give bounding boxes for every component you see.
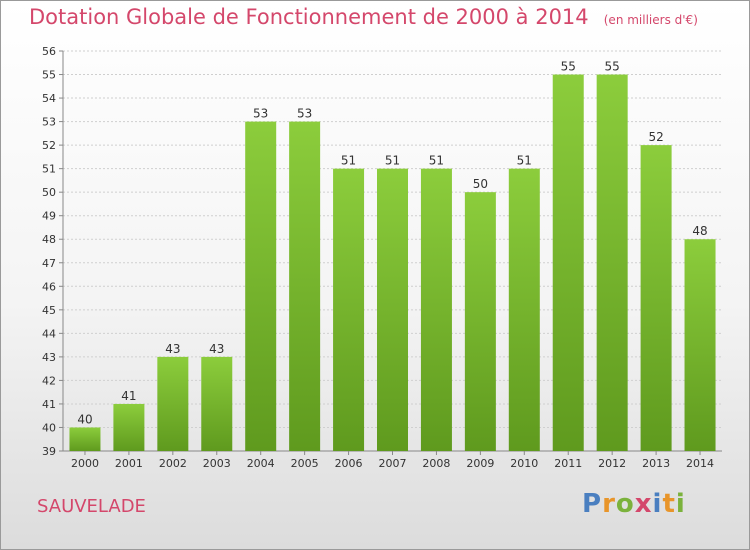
bars	[69, 74, 716, 452]
y-tick-label: 52	[42, 139, 56, 152]
y-tick-label: 56	[42, 45, 56, 58]
x-tick-label: 2011	[554, 457, 582, 470]
bar	[464, 192, 496, 452]
y-tick-label: 42	[42, 374, 56, 387]
commune-name: SAUVELADE	[37, 496, 146, 517]
y-tick-label: 53	[42, 116, 56, 129]
y-tick-label: 41	[42, 398, 56, 411]
data-label: 48	[692, 224, 707, 238]
bar	[596, 74, 628, 451]
proxiti-logo: Proxiti	[582, 489, 686, 519]
y-tick-label: 50	[42, 186, 56, 199]
bar	[377, 168, 408, 451]
bar	[289, 121, 321, 452]
x-tick-label: 2005	[291, 457, 319, 470]
data-label: 43	[209, 342, 224, 356]
data-label: 51	[341, 154, 356, 168]
chart-unit: (en milliers d'€)	[603, 13, 698, 27]
bar	[157, 356, 189, 451]
data-label: 51	[429, 154, 444, 168]
y-tick-label: 55	[42, 69, 56, 82]
data-label: 40	[77, 412, 92, 426]
x-tick-label: 2001	[115, 457, 143, 470]
y-tick-label: 40	[42, 421, 56, 434]
bar	[245, 121, 277, 452]
x-tick-label: 2004	[247, 457, 275, 470]
data-label: 53	[253, 107, 268, 121]
y-tick-label: 45	[42, 304, 56, 317]
bar	[333, 168, 365, 451]
bar	[113, 403, 145, 451]
x-tick-label: 2007	[379, 457, 407, 470]
bar	[69, 427, 101, 451]
data-label: 41	[121, 389, 136, 403]
data-label: 51	[517, 154, 532, 168]
y-tick-label: 46	[42, 280, 56, 293]
data-label: 55	[605, 60, 620, 74]
x-tick-label: 2010	[510, 457, 538, 470]
bar	[640, 145, 672, 451]
x-tick-label: 2009	[466, 457, 494, 470]
data-label: 43	[165, 342, 180, 356]
y-tick-label: 54	[42, 92, 56, 105]
x-tick-label: 2014	[686, 457, 714, 470]
x-tick-label: 2003	[203, 457, 231, 470]
x-tick-label: 2000	[71, 457, 99, 470]
x-tick-label: 2013	[642, 457, 670, 470]
x-tick-label: 2008	[422, 457, 450, 470]
data-label: 52	[648, 130, 663, 144]
y-tick-label: 47	[42, 257, 56, 270]
x-tick-label: 2012	[598, 457, 626, 470]
x-tick-label: 2006	[335, 457, 363, 470]
data-label: 55	[561, 60, 576, 74]
data-label: 50	[473, 177, 488, 191]
data-label: 51	[385, 154, 400, 168]
bar	[508, 168, 540, 451]
y-tick-label: 51	[42, 163, 56, 176]
y-tick-label: 49	[42, 210, 56, 223]
y-tick-label: 44	[42, 327, 56, 340]
bar	[684, 239, 716, 451]
data-label: 53	[297, 107, 312, 121]
y-tick-label: 43	[42, 351, 56, 364]
title-row: Dotation Globale de Fonctionnement de 20…	[29, 5, 698, 29]
x-tick-label: 2002	[159, 457, 187, 470]
y-tick-label: 48	[42, 233, 56, 246]
bar	[552, 74, 584, 451]
bar	[420, 168, 452, 451]
data-labels: 2000 40 2001 41 2002 43 2003 43 2004 53 2005 53 2006…	[71, 60, 714, 470]
chart-title: Dotation Globale de Fonctionnement de 20…	[29, 5, 589, 29]
y-tick-label: 39	[42, 445, 56, 458]
bar	[201, 356, 233, 451]
